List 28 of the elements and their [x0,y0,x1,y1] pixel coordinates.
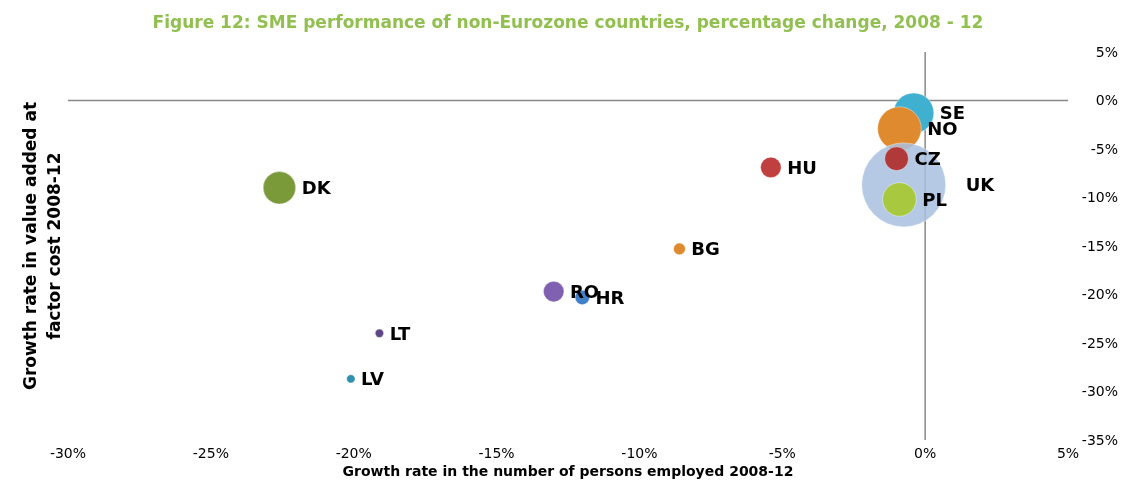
x-tick-label: 0% [914,445,937,461]
y-tick-label: -5% [1090,140,1118,157]
series-label: HU [787,156,817,178]
x-tick-label: 5% [1056,445,1080,461]
x-tick-label: -5% [768,445,796,461]
y-tick-label: 5% [1095,43,1118,60]
x-axis-title: Growth rate in the number of persons employed 2008-12 [342,463,794,479]
y-tick-label: -35% [1081,431,1118,448]
y-axis-title: Growth rate in value added at factor cost 2008-12 [20,101,64,391]
y-tick-label: -20% [1081,286,1118,303]
series-label: LV [361,368,385,390]
x-tick-label: -15% [478,445,515,461]
x-tick-label: -20% [335,445,372,461]
y-tick-label: 0% [1095,92,1118,109]
series-label: BG [691,238,720,260]
y-tick-label: -10% [1081,189,1118,206]
series-label: UK [965,174,996,196]
x-tick-label: -25% [192,445,229,461]
y-tick-label: -25% [1081,334,1118,351]
chart-title: Figure 12: SME performance of non-Eurozone countries, percentage change, 2008 - 12 [152,12,984,32]
series-label: DK [301,177,332,199]
x-tick-label: -10% [621,445,658,461]
series-label: PL [922,188,947,210]
y-tick-label: -15% [1081,237,1118,254]
series-label: LT [389,322,412,344]
x-tick-label: -30% [49,445,87,461]
y-tick-label: -30% [1081,383,1118,400]
series-label: CZ [914,148,941,169]
